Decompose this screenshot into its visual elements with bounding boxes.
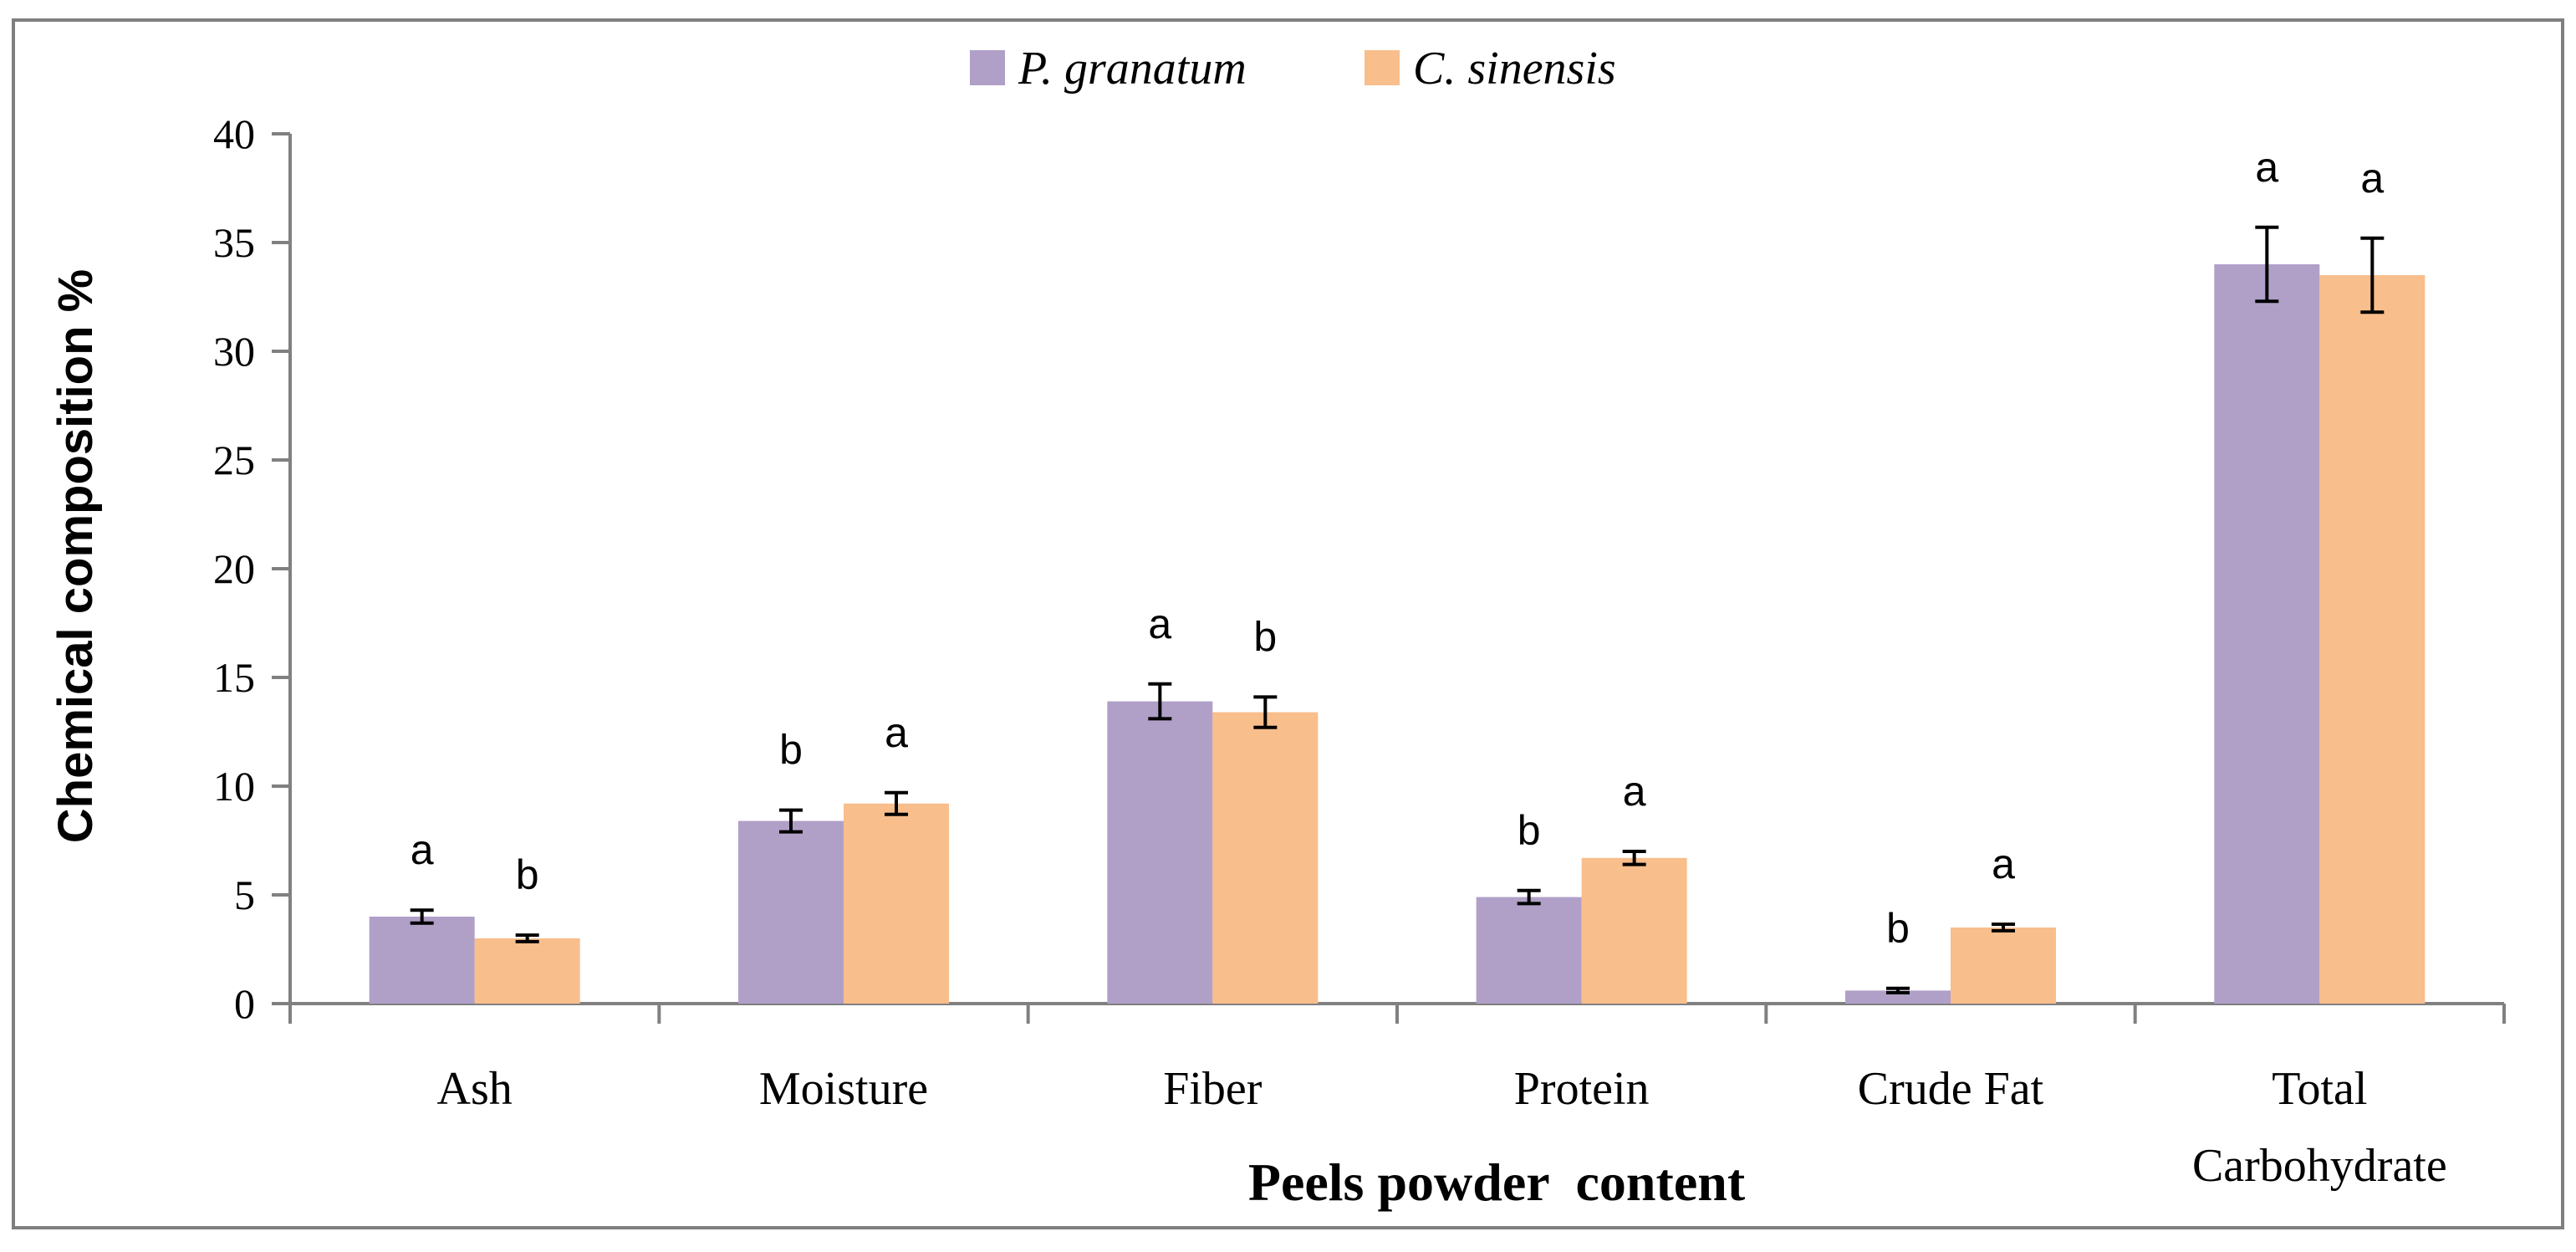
x-tick-label: Protein: [1514, 1063, 1650, 1115]
significance-label: a: [1148, 600, 1171, 647]
bar-c-sinensis: [844, 803, 949, 1004]
significance-label: a: [885, 709, 908, 756]
y-tick-label: 10: [213, 763, 255, 810]
legend-label: P. granatum: [1018, 43, 1247, 95]
bar-c-sinensis: [1581, 857, 1687, 1004]
significance-label: a: [1992, 841, 2015, 887]
y-tick-label: 25: [213, 437, 255, 483]
bar-c-sinensis: [2319, 275, 2426, 1004]
y-tick-label: 20: [213, 545, 255, 592]
x-axis: Ash Moisture Fiber Protein Crude Fat Total Car…: [288, 1002, 2506, 1192]
bar-p-granatum: [1476, 897, 1582, 1004]
y-tick-label: 15: [213, 654, 255, 701]
significance-label: a: [2360, 155, 2384, 202]
bar-p-granatum: [369, 917, 475, 1004]
y-tick-label: 35: [213, 219, 255, 266]
significance-label: b: [516, 851, 539, 898]
significance-label: b: [1886, 905, 1910, 952]
significance-label: a: [2255, 144, 2278, 191]
legend-label: C. sinensis: [1413, 43, 1616, 95]
chart-border: [12, 18, 2564, 1229]
x-tick-label-line: Moisture: [759, 1063, 928, 1115]
legend: P. granatum C. sinensis: [970, 43, 1616, 95]
y-axis-title: Chemical composition %: [48, 269, 103, 843]
x-tick-label-line: Ash: [437, 1063, 513, 1115]
significance-label: b: [779, 727, 803, 774]
legend-swatch: [1365, 50, 1400, 85]
x-tick-label: Moisture: [759, 1063, 928, 1115]
x-axis-title: Peels powder content: [1248, 1152, 1746, 1212]
bar-c-sinensis: [1212, 712, 1319, 1004]
bar-c-sinensis: [474, 938, 580, 1004]
bar-p-granatum: [738, 820, 844, 1004]
x-tick-label: Ash: [437, 1063, 513, 1115]
bar-c-sinensis: [1951, 928, 2056, 1004]
x-tick-label-line: Total: [2272, 1063, 2367, 1115]
x-tick-label: Total Carbohydrate: [2192, 1063, 2447, 1192]
significance-label: b: [1253, 613, 1277, 660]
bar-p-granatum: [1845, 990, 1951, 1004]
legend-swatch: [970, 50, 1005, 85]
y-tick-label: 0: [234, 980, 255, 1027]
x-tick-label-line: Fiber: [1163, 1063, 1262, 1115]
y-tick-label: 40: [213, 110, 255, 157]
x-tick-label: Fiber: [1163, 1063, 1262, 1115]
x-tick-label: Crude Fat: [1858, 1063, 2044, 1115]
y-tick-label: 5: [234, 871, 255, 918]
bar-p-granatum: [1107, 701, 1213, 1004]
significance-label: b: [1518, 807, 1541, 854]
y-axis: 0 5 10 15 20 25 30 35 40: [213, 110, 292, 1027]
significance-label: a: [1623, 768, 1646, 815]
bar-p-granatum: [2214, 264, 2320, 1004]
x-tick-label-line: Crude Fat: [1858, 1063, 2044, 1115]
x-tick-label-line: Protein: [1514, 1063, 1650, 1115]
y-tick-label: 30: [213, 328, 255, 375]
bars: a b a b b a b a b a a a: [369, 144, 2426, 1004]
x-tick-label-line: Carbohydrate: [2192, 1140, 2447, 1192]
significance-label: a: [411, 826, 434, 873]
